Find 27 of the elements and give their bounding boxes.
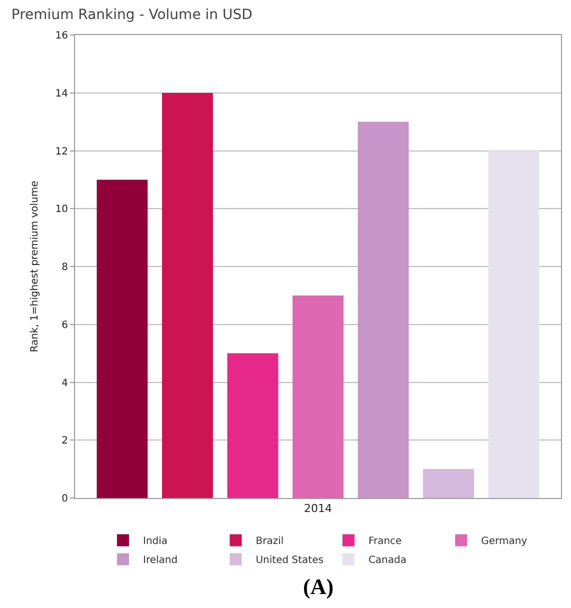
text: (A): [303, 574, 334, 599]
y-tick-label: 0: [62, 494, 68, 504]
bar: [227, 353, 278, 498]
y-tick-label: 2: [62, 436, 68, 447]
bar: [423, 469, 474, 498]
x-tick-label: 2014: [304, 502, 332, 516]
bar: [96, 180, 148, 498]
bar: [292, 295, 344, 498]
legend-label: France: [368, 536, 402, 548]
bar: [162, 92, 213, 498]
y-tick-label: 14: [55, 88, 68, 100]
legend-label: Ireland: [143, 555, 178, 566]
y-axis-title: Rank, 1=highest premium volume: [29, 180, 40, 352]
y-tick-label: 4: [62, 378, 68, 389]
y-tick-label: 16: [55, 30, 68, 42]
y-tick-label: 8: [62, 262, 68, 273]
y-tick-label: 12: [55, 146, 68, 158]
y-tick-label: 10: [55, 204, 68, 216]
bar: [358, 122, 409, 498]
y-tick-label: 6: [62, 320, 68, 331]
chart-title: Premium Ranking - Volume in USD: [11, 6, 252, 23]
legend-label: Brazil: [256, 536, 284, 548]
legend-label: India: [143, 536, 168, 548]
bar: [488, 150, 540, 498]
legend-label: Canada: [368, 555, 406, 566]
legend-label: Germany: [481, 536, 528, 548]
legend-label: United States: [256, 555, 324, 566]
